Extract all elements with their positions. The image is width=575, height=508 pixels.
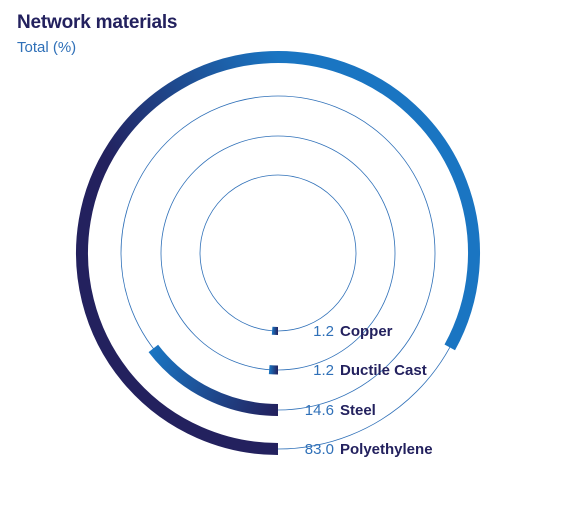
chart-title: Network materials	[17, 12, 178, 33]
value-label-copper: 1.2	[313, 323, 334, 340]
value-label-polyethylene: 83.0	[305, 441, 334, 458]
track-copper	[199, 174, 357, 332]
bar-steel	[148, 344, 279, 416]
value-label-ductile-cast: 1.2	[313, 362, 334, 379]
chart-subtitle: Total (%)	[17, 39, 77, 56]
value-label-steel: 14.6	[305, 402, 334, 419]
category-label-steel: Steel	[340, 402, 376, 419]
category-label-copper: Copper	[340, 323, 393, 340]
category-label-ductile-cast: Ductile Cast	[340, 362, 427, 379]
bar-polyethylene	[76, 51, 480, 455]
category-label-polyethylene: Polyethylene	[340, 441, 433, 458]
